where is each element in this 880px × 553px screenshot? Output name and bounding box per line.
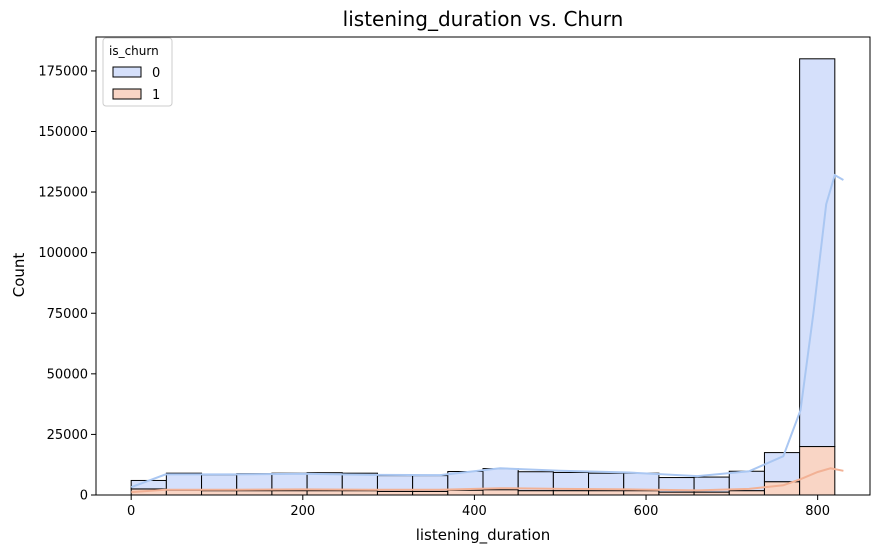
bar-series-1-bin-10 [482,489,519,496]
bar-series-0-bin-13 [588,472,625,492]
legend-label-0: 0 [152,66,160,81]
legend-title: is_churn [109,44,159,58]
legend-swatch-1 [112,88,142,100]
bar-series-1-bin-9 [447,489,484,496]
x-axis: 0 200 400 600 800 [127,495,830,519]
bar-series-1-bin-1 [165,489,203,496]
y-axis-label: Count [10,253,28,298]
y-tick-label-50000: 50000 [47,367,88,382]
bar-series-1-bin-19 [799,446,836,496]
bar-series-1-bin-7 [376,490,414,496]
x-tick-label-400: 400 [462,504,487,519]
bar-series-0-bin-4 [271,472,308,492]
bar-series-1-bin-12 [552,490,590,496]
kde-layer [130,173,844,494]
bar-series-1-bin-14 [623,490,660,496]
bar-series-1-bin-6 [341,490,378,496]
y-tick-label-175000: 175000 [38,64,88,79]
bars-layer [130,58,836,496]
bar-series-0-bin-19 [799,58,836,448]
y-axis: 0 25000 50000 75000 100000 125000 150000 175000 [38,64,96,504]
legend: is_churn 0 1 [102,37,173,107]
bar-series-1-bin-4 [271,490,308,496]
x-tick-label-0: 0 [127,504,135,519]
bar-series-0-bin-10 [482,468,519,491]
y-tick-label-100000: 100000 [38,246,88,261]
bar-series-1-bin-18 [763,481,801,496]
x-axis-label: listening_duration [416,526,551,545]
bar-series-1-bin-3 [236,490,273,496]
bar-series-0-bin-3 [236,473,273,492]
kde-line-series-0 [130,173,844,489]
x-tick-label-200: 200 [290,504,315,519]
bar-series-1-bin-2 [201,490,238,496]
bar-series-1-bin-11 [517,490,554,496]
legend-label-1: 1 [152,88,160,103]
y-tick-label-0: 0 [80,489,88,504]
bar-series-0-bin-5 [306,472,343,492]
legend-swatch-0 [112,66,142,78]
bar-series-0-bin-14 [623,472,660,492]
bar-series-1-bin-17 [728,490,765,496]
kde-line-series-1 [131,467,844,494]
bar-series-0-bin-1 [165,472,203,491]
bar-series-1-bin-13 [588,490,625,496]
bar-series-1-bin-5 [306,490,343,496]
x-tick-label-800: 800 [805,504,830,519]
bar-series-1-bin-8 [412,490,449,496]
x-tick-label-600: 600 [634,504,659,519]
y-tick-label-125000: 125000 [38,186,88,201]
y-tick-label-75000: 75000 [47,307,88,322]
chart-title: listening_duration vs. Churn [343,7,624,31]
y-tick-label-25000: 25000 [47,428,88,443]
bar-series-0-bin-2 [201,474,238,492]
y-tick-label-150000: 150000 [38,125,88,140]
plot-area-frame [95,36,871,496]
